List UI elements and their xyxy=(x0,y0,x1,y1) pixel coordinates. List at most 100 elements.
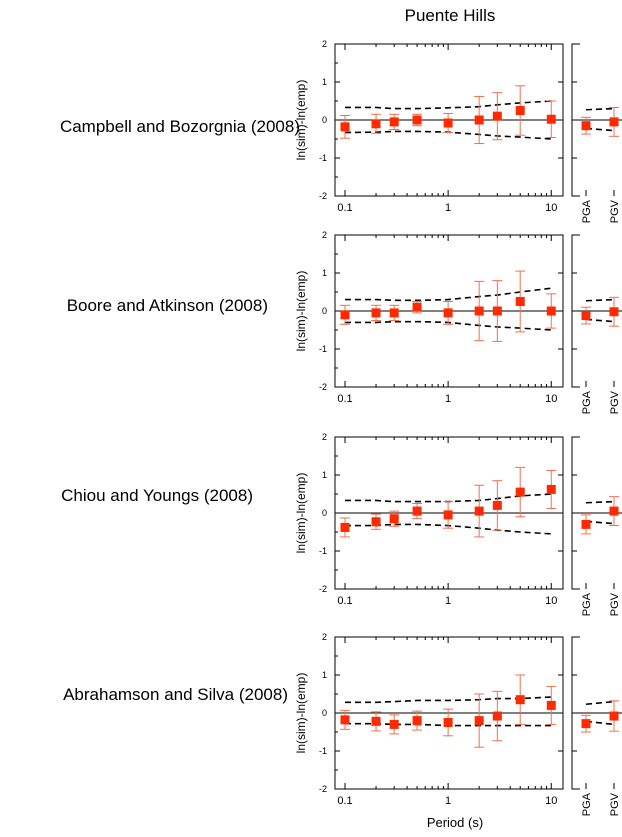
p2-side-band-upper xyxy=(585,500,615,504)
p1-xtick-label: 0.1 xyxy=(337,393,352,405)
p3-y-axis-label: ln(sim)-ln(emp) xyxy=(294,673,308,754)
row-label-boore: Boore and Atkinson (2008) xyxy=(66,296,268,315)
p2-xtick-label: 0.1 xyxy=(337,595,352,607)
p0-ytick-label: -2 xyxy=(319,191,327,201)
p3-side-xtick-label: PGA xyxy=(581,792,593,816)
p2-y-axis-label: ln(sim)-ln(emp) xyxy=(294,473,308,554)
p0-ytick-label: 0 xyxy=(322,115,327,125)
p1-data-point xyxy=(371,308,381,318)
p3-data-point xyxy=(412,716,422,726)
p0-side-xtick-label: PGV xyxy=(609,199,621,223)
p3-side-band-upper xyxy=(585,700,615,706)
p3-data-point xyxy=(474,716,484,726)
p0-data-point xyxy=(389,117,399,127)
p1-ytick-label: 0 xyxy=(322,306,327,316)
p0-ytick-label: 2 xyxy=(322,39,327,49)
row-label-chiou: Chiou and Youngs (2008) xyxy=(61,486,253,505)
p2-data-point xyxy=(443,510,453,520)
p2-side-band-lower xyxy=(585,520,615,525)
p3-data-point xyxy=(340,715,350,725)
p2-data-point xyxy=(389,514,399,524)
p1-side-xtick-label: PGA xyxy=(581,390,593,414)
p1-data-point xyxy=(492,306,502,316)
p0-y-axis-label: ln(sim)-ln(emp) xyxy=(294,80,308,161)
p2-ytick-label: 0 xyxy=(322,508,327,518)
x-axis-label: Period (s) xyxy=(426,815,484,830)
p1-xtick-label: 1 xyxy=(445,393,451,405)
p1-data-point xyxy=(389,308,399,318)
p3-xtick-label: 0.1 xyxy=(337,795,352,807)
p1-data-point xyxy=(515,297,525,306)
p0-data-point xyxy=(371,119,381,129)
p2-data-point xyxy=(515,487,525,497)
p1-side-data-point xyxy=(581,311,591,321)
p0-side-data-point xyxy=(581,121,591,131)
p0-data-point xyxy=(443,118,453,128)
p2-side-data-point xyxy=(581,519,591,529)
p2-xtick-label: 1 xyxy=(445,595,451,607)
p3-ytick-label: -2 xyxy=(319,784,327,794)
p2-side-data-point xyxy=(609,506,619,516)
p3-ytick-label: 1 xyxy=(322,670,327,680)
p2-side-xtick-label: PGA xyxy=(581,592,593,616)
p0-band-upper xyxy=(344,100,552,110)
row-label-campbell: Campbell and Bozorgnia (2008) xyxy=(59,117,300,136)
p3-data-point xyxy=(371,716,381,726)
p3-side-band-lower xyxy=(585,720,615,726)
p2-data-point xyxy=(340,522,350,532)
p0-data-point xyxy=(474,115,484,125)
p3-xtick-label: 1 xyxy=(445,795,451,807)
p1-data-point xyxy=(546,306,556,316)
row-label-abrahamson: Abrahamson and Silva (2008) xyxy=(63,685,288,704)
p0-data-point xyxy=(546,114,556,124)
p0-data-point xyxy=(515,106,525,115)
p2-data-point xyxy=(371,517,381,527)
p1-side-xtick-label: PGV xyxy=(609,390,621,414)
p0-ytick-label: -1 xyxy=(319,153,327,163)
p0-xtick-label: 0.1 xyxy=(337,202,352,214)
p0-xtick-label: 10 xyxy=(545,202,557,214)
p2-side-xtick-label: PGV xyxy=(609,592,621,616)
p0-ytick-label: 1 xyxy=(322,77,327,87)
p1-ytick-label: -2 xyxy=(319,382,327,392)
p2-ytick-label: 1 xyxy=(322,470,327,480)
p3-ytick-label: 0 xyxy=(322,708,327,718)
p1-side-data-point xyxy=(609,307,619,317)
p0-data-point xyxy=(340,122,350,132)
p0-side-band-lower xyxy=(585,127,615,132)
p3-xtick-label: 10 xyxy=(545,795,557,807)
p1-side-band-lower xyxy=(585,318,615,323)
p2-data-point xyxy=(492,500,502,510)
p3-data-point xyxy=(546,700,556,710)
p3-side-xtick-label: PGV xyxy=(609,792,621,816)
p1-ytick-label: 1 xyxy=(322,268,327,278)
p1-ytick-label: -1 xyxy=(319,344,327,354)
p0-data-point xyxy=(492,111,502,121)
p1-data-point xyxy=(474,306,484,316)
p3-side-data-point xyxy=(581,719,591,729)
p3-ytick-label: 2 xyxy=(322,632,327,642)
p3-data-point xyxy=(515,695,525,705)
p3-band-upper xyxy=(344,696,552,704)
p2-data-point xyxy=(546,484,556,494)
p1-xtick-label: 10 xyxy=(545,393,557,405)
p0-xtick-label: 1 xyxy=(445,202,451,214)
p2-ytick-label: -1 xyxy=(319,546,327,556)
p0-side-xtick-label: PGA xyxy=(581,199,593,223)
p0-side-data-point xyxy=(609,117,619,127)
p2-ytick-label: 2 xyxy=(322,432,327,442)
p3-data-point xyxy=(492,711,502,721)
p1-data-point xyxy=(412,302,422,312)
p1-band-upper xyxy=(344,287,552,302)
p2-data-point xyxy=(412,506,422,516)
p1-side-band-upper xyxy=(585,298,615,302)
p3-data-point xyxy=(389,719,399,729)
p0-data-point xyxy=(412,115,422,125)
p2-ytick-label: -2 xyxy=(319,584,327,594)
p3-side-data-point xyxy=(609,711,619,721)
p2-xtick-label: 10 xyxy=(545,595,557,607)
p1-data-point xyxy=(443,308,453,318)
figure-title: Puente Hills xyxy=(404,6,496,25)
p3-ytick-label: -1 xyxy=(319,746,327,756)
